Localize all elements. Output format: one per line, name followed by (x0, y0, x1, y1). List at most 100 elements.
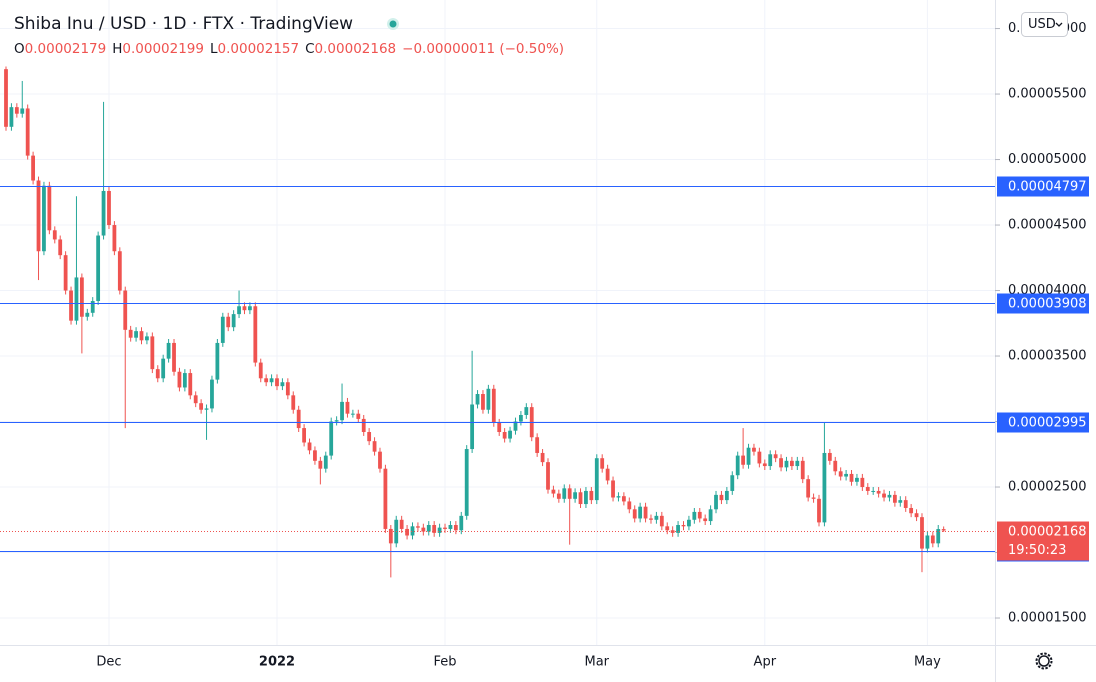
candle-body (855, 477, 859, 482)
candle-body (768, 454, 773, 467)
level-label-box (997, 176, 1089, 197)
candle-body (128, 329, 133, 338)
candle-body (741, 455, 746, 465)
candle-body (665, 526, 670, 531)
candle-body (367, 432, 372, 442)
ohlc-value: 0.00002179 (25, 41, 107, 57)
currency-button-box[interactable] (1021, 12, 1068, 37)
candle-body (313, 450, 317, 461)
candle-body (752, 447, 756, 452)
candle-body (226, 316, 231, 328)
currency-button[interactable]: USD (1021, 12, 1068, 37)
candle-body (708, 509, 713, 522)
ohlc-key: H (112, 41, 122, 57)
status-dot (389, 20, 397, 28)
candle-body (188, 373, 193, 396)
candle-body (220, 316, 225, 343)
ohlc-key: L (210, 41, 218, 57)
candle-body (291, 395, 296, 410)
candle-body (388, 528, 393, 544)
level-label-box (997, 412, 1089, 433)
candle-body (649, 518, 653, 520)
candle-body (849, 473, 854, 482)
settings-button[interactable] (1035, 652, 1053, 670)
gear-teeth[interactable] (1035, 652, 1053, 670)
candle-body (930, 535, 935, 544)
candle-body (611, 480, 615, 498)
x-tick-label: May (914, 655, 941, 670)
ohlc-key: C (305, 41, 314, 57)
candle-body (800, 460, 805, 480)
ohlc-legend: O0.00002179 H0.00002199 L0.00002157 C0.0000… (14, 41, 564, 57)
candle-body (936, 529, 941, 544)
price-labels: 0.000047970.000039080.000029950.00002015… (997, 176, 1089, 562)
y-tick-label: 0.00002500 (1008, 480, 1087, 495)
candle-body (703, 518, 708, 522)
y-tick-label: 0.00001500 (1008, 611, 1087, 626)
candle-body (63, 255, 68, 291)
candle-body (74, 277, 79, 321)
candle-body (594, 458, 599, 501)
candle-body (643, 506, 648, 519)
candle-body (811, 497, 816, 499)
candle-body (340, 401, 344, 421)
candle-body (199, 403, 204, 410)
candle-body (361, 418, 366, 433)
candle-body (562, 488, 567, 499)
y-tick-label: 0.00005500 (1008, 87, 1087, 102)
candle-body (681, 525, 686, 527)
candle-body (546, 462, 550, 490)
candle-body (453, 525, 458, 531)
candle-body (654, 515, 659, 520)
candle-body (806, 479, 811, 498)
x-tick-label: 2022 (259, 655, 295, 670)
candle-body (621, 496, 626, 502)
candle-body (172, 342, 176, 372)
candle-body (497, 422, 502, 433)
candle-body (898, 500, 903, 503)
candle-body (876, 490, 881, 494)
candle-body (36, 180, 41, 252)
candle-body (416, 526, 420, 528)
candle-body (762, 463, 767, 467)
level-label: 0.00003908 (1008, 297, 1087, 312)
candle-body (150, 336, 155, 370)
candle-body (90, 301, 95, 313)
candle-body (155, 369, 160, 379)
candle-body (790, 460, 794, 467)
x-tick-label: Mar (585, 655, 610, 670)
candle-body (69, 290, 73, 321)
candle-body (464, 449, 469, 516)
candle-body (123, 290, 128, 330)
candle-body (784, 460, 789, 468)
candle-body (638, 506, 643, 519)
ohlc-value: 0.00002199 (122, 41, 204, 57)
y-tick-label: 0.00005000 (1008, 152, 1087, 167)
y-tick-label: 0.00004500 (1008, 218, 1087, 233)
ohlc-value: 0.00002157 (218, 41, 300, 57)
candle-body (486, 388, 491, 410)
x-tick-label: Feb (434, 655, 457, 670)
last-price-label: 0.00002168 (1008, 525, 1087, 540)
candle-body (502, 432, 507, 439)
level-label: 0.00004797 (1008, 180, 1087, 195)
candle-body (519, 414, 523, 422)
candle-body (356, 413, 361, 419)
candle-body (210, 379, 214, 409)
currency-label[interactable]: USD (1028, 17, 1056, 32)
candle-body (215, 342, 220, 380)
candle-body (237, 306, 241, 315)
candle-body (117, 251, 122, 291)
candle-body (827, 452, 832, 461)
candle-body (204, 408, 209, 410)
candle-body (676, 525, 680, 533)
candle-body (730, 475, 735, 491)
candle-body (166, 342, 171, 359)
candle-body (578, 492, 583, 505)
currency-chevron[interactable] (1055, 22, 1063, 27)
gear-ring[interactable] (1038, 655, 1050, 667)
candle-body (914, 513, 919, 518)
